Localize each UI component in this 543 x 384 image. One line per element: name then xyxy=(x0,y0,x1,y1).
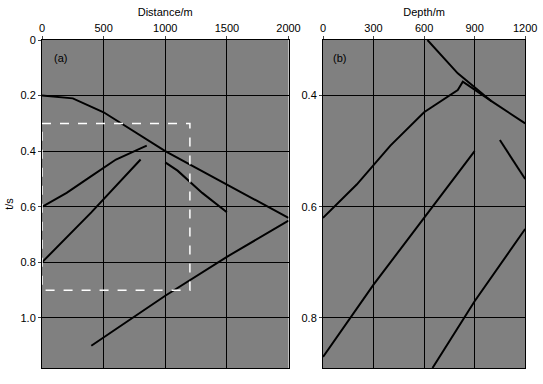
svg-text:0.2: 0.2 xyxy=(21,89,36,101)
svg-text:0.8: 0.8 xyxy=(302,312,317,324)
svg-text:1200: 1200 xyxy=(513,22,537,34)
svg-text:0.4: 0.4 xyxy=(302,89,317,101)
svg-text:900: 900 xyxy=(465,22,483,34)
svg-text:t/s: t/s xyxy=(3,198,15,210)
svg-text:0.6: 0.6 xyxy=(302,201,317,213)
svg-text:1500: 1500 xyxy=(215,22,239,34)
svg-text:1.0: 1.0 xyxy=(21,312,36,324)
svg-text:0.8: 0.8 xyxy=(21,256,36,268)
svg-text:300: 300 xyxy=(364,22,382,34)
svg-text:0: 0 xyxy=(39,22,45,34)
svg-text:0.4: 0.4 xyxy=(21,145,36,157)
svg-text:(a): (a) xyxy=(54,52,67,64)
svg-text:Distance/m: Distance/m xyxy=(138,6,193,18)
svg-text:(b): (b) xyxy=(333,52,346,64)
svg-text:600: 600 xyxy=(415,22,433,34)
svg-text:0.6: 0.6 xyxy=(21,201,36,213)
svg-text:0: 0 xyxy=(30,34,36,46)
svg-text:1000: 1000 xyxy=(153,22,177,34)
svg-text:2000: 2000 xyxy=(276,22,300,34)
svg-text:500: 500 xyxy=(94,22,112,34)
svg-text:Depth/m: Depth/m xyxy=(403,6,445,18)
svg-text:0: 0 xyxy=(320,22,326,34)
